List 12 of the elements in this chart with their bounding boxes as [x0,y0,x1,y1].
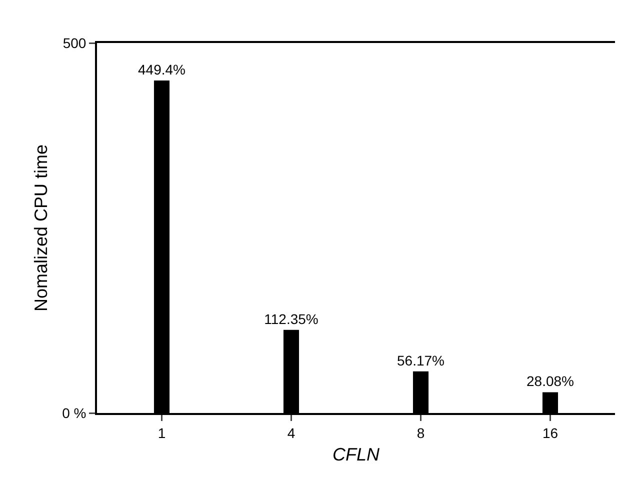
data-label: 28.08% [526,373,574,390]
x-tick-label: 8 [416,424,425,441]
y-tick-label: 500 [62,34,86,51]
x-tick-label: 16 [542,424,558,441]
y-tick-label: 0 % [62,404,86,421]
x-tick-label: 4 [287,424,296,441]
data-label: 56.17% [397,352,444,368]
y-axis-title: Nomalized CPU time [30,144,51,312]
data-label: 449.4% [138,61,186,78]
x-tick-label: 1 [158,424,166,441]
x-axis-title: CFLN [332,444,380,464]
data-label: 112.35% [264,310,318,327]
